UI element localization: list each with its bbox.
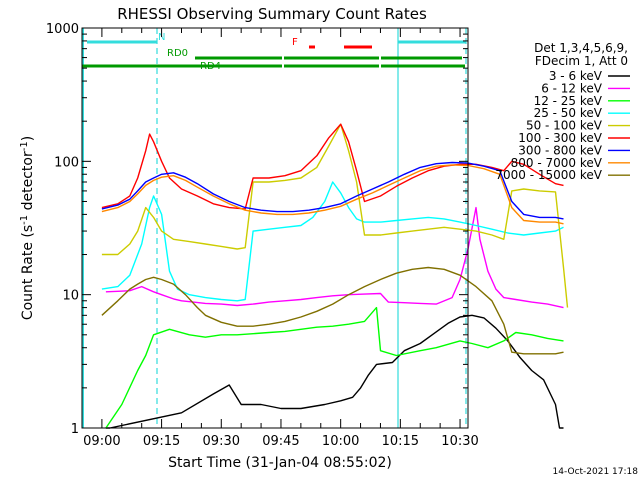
left-band [82,28,84,428]
x-tick-label-0: 09:00 [83,434,120,449]
series-line-8 [101,266,564,355]
legend-label-6: 300 - 800 keV [518,143,602,157]
y-axis-label-sup: -1 [19,215,30,225]
series-line-6 [101,161,564,220]
flag-label-1: F [292,37,298,48]
plot-frame [81,27,469,429]
legend-label-0: 3 - 6 keV [549,69,603,83]
flag-label-2: RD0 [167,48,188,59]
flag-label-3: RD4 [200,61,221,72]
y-tick-label-1: 10 [62,289,79,304]
legend-label-3: 25 - 50 keV [534,106,603,120]
y-axis-label-sup-2: -1 [19,141,30,151]
legend-label-8: 7000 - 15000 keV [495,168,602,182]
footer-timestamp: 14-Oct-2021 17:18 [553,467,639,477]
legend-label-2: 12 - 25 keV [534,94,603,108]
x-tick-label-1: 09:15 [143,434,180,449]
series-line-7 [101,164,564,225]
legend-label-7: 800 - 7000 keV [511,156,603,170]
legend-header-line-1: Det 1,3,4,5,6,9, [534,41,628,55]
flag-label-0: N [158,32,165,43]
legend-label-5: 100 - 300 keV [518,131,602,145]
legend: Det 1,3,4,5,6,9, FDecim 1, Att 0 3 - 6 k… [495,41,630,182]
series-line-1 [105,206,564,309]
series-line-5 [101,123,564,210]
y-axis-label-detector: detector [20,151,36,215]
x-axis-label: Start Time (31-Jan-04 08:55:02) [168,455,392,471]
legend-header-line-2: FDecim 1, Att 0 [535,54,628,68]
series-line-4 [101,123,569,308]
x-tick-label-6: 10:30 [441,434,478,449]
series-line-3 [101,181,564,302]
x-tick-label-5: 10:15 [382,434,419,449]
series-line-2 [105,306,564,429]
legend-label-1: 6 - 12 keV [541,81,603,95]
y-axis-label: Count Rate (s-1 detector-1) [19,136,36,320]
x-tick-label-2: 09:30 [203,434,240,449]
x-tick-label-3: 09:45 [262,434,299,449]
chart-title: RHESSI Observing Summary Count Rates [117,5,427,23]
y-axis-label-main: Count Rate (s [20,225,36,320]
y-axis-label-close: ) [20,136,36,141]
y-tick-label-2: 100 [54,155,79,170]
legend-label-4: 50 - 100 keV [526,119,603,133]
y-tick-label-0: 1 [71,422,79,437]
plot-area: N F RD0 RD4 1 10 100 1000 09:00 09:15 09:30 09:45 10… [46,22,569,449]
x-tick-label-4: 10:00 [322,434,359,449]
series-line-0 [105,314,564,429]
y-tick-label-3: 1000 [46,22,79,37]
